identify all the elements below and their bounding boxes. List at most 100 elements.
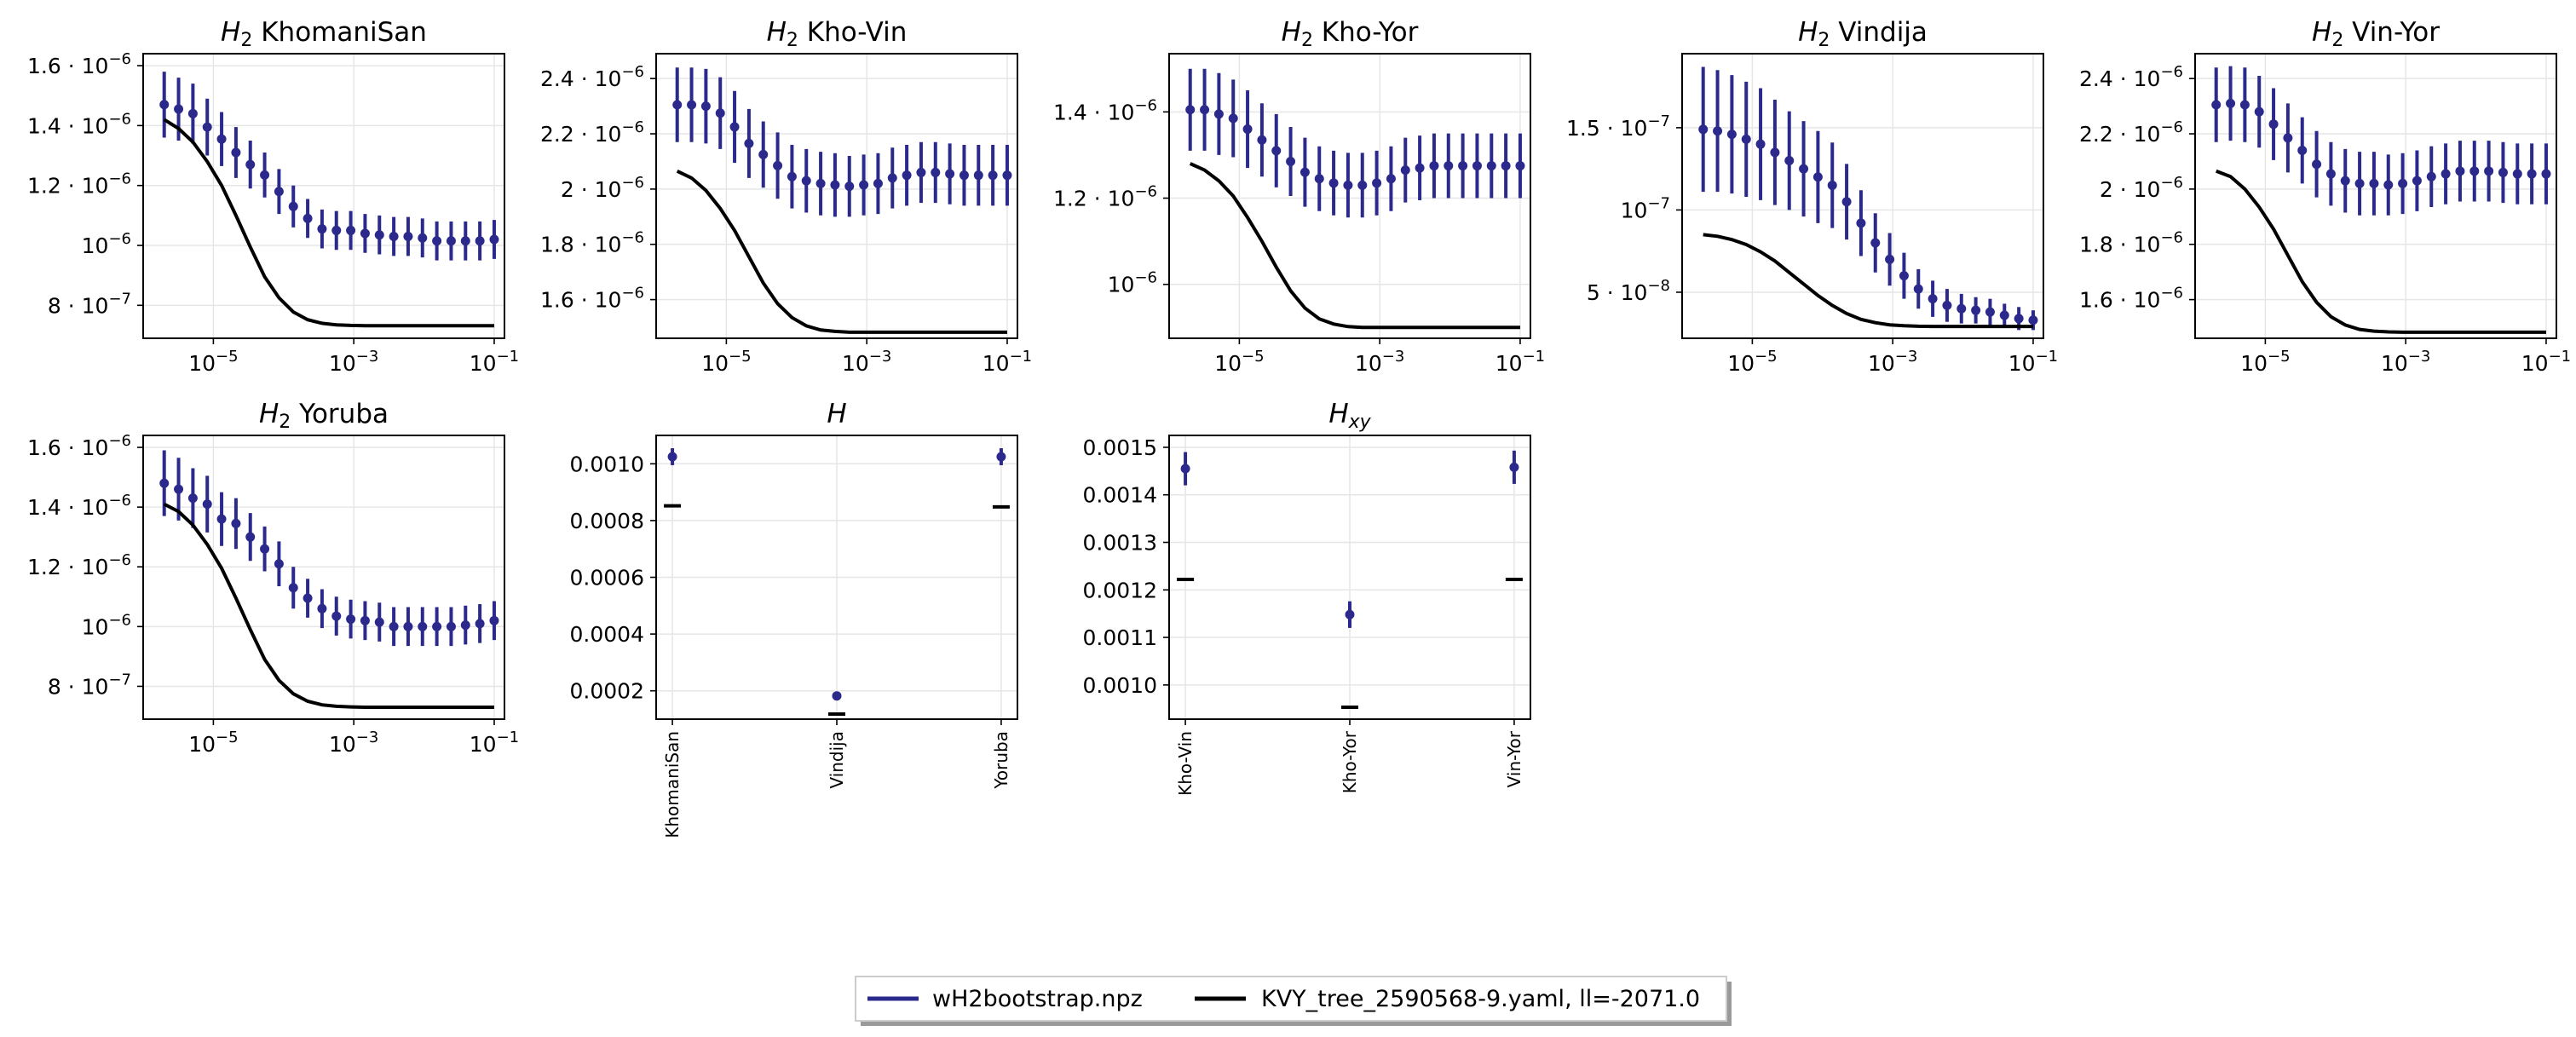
data-point-23 xyxy=(2028,315,2038,326)
data-point-18 xyxy=(418,621,428,631)
data-point-0 xyxy=(1180,464,1190,474)
x-tick-exponent: −1 xyxy=(1010,348,1033,366)
data-point-19 xyxy=(432,236,442,246)
x-tick-base: 10 xyxy=(842,351,869,376)
y-tick-exponent: −8 xyxy=(1647,277,1670,295)
data-point-22 xyxy=(2014,314,2024,324)
data-point-6 xyxy=(2297,145,2308,155)
data-point-3 xyxy=(2254,107,2264,117)
model-line xyxy=(1189,162,1520,330)
data-point-11 xyxy=(2369,178,2379,188)
model-line xyxy=(2215,169,2546,334)
data-point-3 xyxy=(1741,134,1751,144)
y-tick-base: 10 xyxy=(82,54,109,78)
x-tick-exponent: −1 xyxy=(2549,348,2572,366)
panel-2: 10−61.2 · 10−61.4 · 10−610−5 10−3 10−1H2 K… xyxy=(1053,17,1545,376)
data-point-10 xyxy=(1841,197,1852,207)
y-tick-label-3: 0.0008 xyxy=(570,509,644,533)
y-tick-dot: · xyxy=(61,674,82,699)
x-tick-label-1: 10−3 xyxy=(2381,348,2430,376)
x-tick-label-1: 10−3 xyxy=(1355,348,1404,376)
data-point-8 xyxy=(1812,172,1823,182)
y-tick-label-0: 0.0002 xyxy=(570,679,644,704)
y-tick-label-2: 1.5 · 10−7 xyxy=(1566,112,1670,141)
x-tick-base: 10 xyxy=(983,351,1010,376)
data-point-4 xyxy=(2268,119,2279,130)
x-category-label-1: Vindija xyxy=(827,731,847,789)
y-tick-mantissa: 1.8 xyxy=(540,233,574,257)
panel-7: 0.0010 0.0011 0.0012 0.0013 0.0014 0.0015 Kho-… xyxy=(1083,399,1531,796)
x-tick-exponent: −5 xyxy=(2268,348,2291,366)
title-subscript: 2 xyxy=(240,30,252,51)
legend-box xyxy=(855,976,1727,1022)
y-tick-mantissa: 1.6 xyxy=(2079,288,2113,313)
data-point-8 xyxy=(1300,167,1310,177)
y-tick-label-1: 1.8 · 10−6 xyxy=(540,229,644,257)
data-point-5 xyxy=(1770,147,1780,158)
x-tick-base: 10 xyxy=(329,732,356,757)
y-tick-base: 10 xyxy=(1621,116,1648,141)
data-point-6 xyxy=(1784,155,1795,165)
data-point-23 xyxy=(1002,170,1012,181)
y-tick-dot: · xyxy=(61,293,82,318)
y-tick-label-2: 0.0006 xyxy=(570,566,644,591)
plot-area xyxy=(656,54,1017,338)
x-category-label-2: Yoruba xyxy=(991,731,1011,790)
data-point-4 xyxy=(216,514,227,524)
x-tick-label-2: 10−1 xyxy=(2008,348,2058,376)
x-tick-exponent: −5 xyxy=(729,348,752,366)
y-tick-label-0: 10−6 xyxy=(1108,269,1157,297)
x-tick-exponent: −3 xyxy=(2408,348,2431,366)
y-tick-exponent: −6 xyxy=(2160,118,2183,136)
data-point-12 xyxy=(1357,180,1368,190)
y-tick-label-2: 1.2 · 10−6 xyxy=(27,170,131,199)
y-tick-exponent: −6 xyxy=(1134,96,1157,114)
x-tick-label-2: 10−1 xyxy=(470,729,519,757)
x-tick-label-0: 10−5 xyxy=(2240,348,2290,376)
x-tick-base: 10 xyxy=(470,351,497,376)
x-tick-exponent: −1 xyxy=(1523,348,1546,366)
data-point-11 xyxy=(1343,180,1353,190)
y-tick-base: 10 xyxy=(1108,187,1135,211)
data-point-8 xyxy=(274,559,284,569)
panel-5: 8 · 10−710−61.2 · 10−61.4 · 10−61.6 · 10… xyxy=(27,399,519,757)
panel-title: H xyxy=(827,399,846,429)
data-point-12 xyxy=(331,611,342,621)
data-point-4 xyxy=(1242,124,1253,135)
data-point-7 xyxy=(2312,159,2322,170)
legend-label-data: wH2bootstrap.npz xyxy=(932,986,1143,1012)
data-point-1 xyxy=(832,691,842,701)
y-tick-dot: · xyxy=(2113,177,2134,202)
data-point-20 xyxy=(959,170,969,181)
x-tick-base: 10 xyxy=(1868,351,1895,376)
data-point-19 xyxy=(945,169,955,179)
y-tick-base: 10 xyxy=(82,174,109,199)
data-point-12 xyxy=(331,225,342,235)
y-tick-label-4: 2.4 · 10−6 xyxy=(2079,63,2183,91)
data-point-13 xyxy=(346,225,356,235)
data-point-16 xyxy=(902,170,912,181)
data-point-10 xyxy=(1328,178,1339,188)
panel-0: 8 · 10−710−61.2 · 10−61.4 · 10−61.6 · 10… xyxy=(27,17,519,376)
data-point-13 xyxy=(1885,254,1895,264)
y-tick-label-1: 10−7 xyxy=(1621,194,1670,222)
data-point-17 xyxy=(2455,166,2465,176)
subplot-grid: 8 · 10−710−61.2 · 10−61.4 · 10−61.6 · 10… xyxy=(27,17,2571,838)
data-point-4 xyxy=(1755,139,1766,149)
data-point-3 xyxy=(1228,113,1238,124)
x-tick-exponent: −5 xyxy=(216,348,239,366)
x-tick-label-0: 10−5 xyxy=(1727,348,1777,376)
y-tick-label-1: 1.8 · 10−6 xyxy=(2079,229,2183,257)
x-tick-label-2: 10−1 xyxy=(470,348,519,376)
x-tick-exponent: −1 xyxy=(2036,348,2059,366)
y-tick-dot: · xyxy=(61,555,82,579)
y-tick-label-0: 1.6 · 10−6 xyxy=(2079,285,2183,313)
y-tick-mantissa: 1.4 xyxy=(27,113,61,138)
y-tick-label-4: 1.6 · 10−6 xyxy=(27,50,131,78)
y-tick-base: 10 xyxy=(595,122,622,147)
y-tick-exponent: −6 xyxy=(2160,63,2183,81)
x-tick-exponent: −1 xyxy=(497,348,520,366)
y-tick-label-2: 0.0012 xyxy=(1083,578,1157,602)
title-subscript: 2 xyxy=(1818,30,1830,51)
title-symbol: H xyxy=(1282,17,1301,48)
